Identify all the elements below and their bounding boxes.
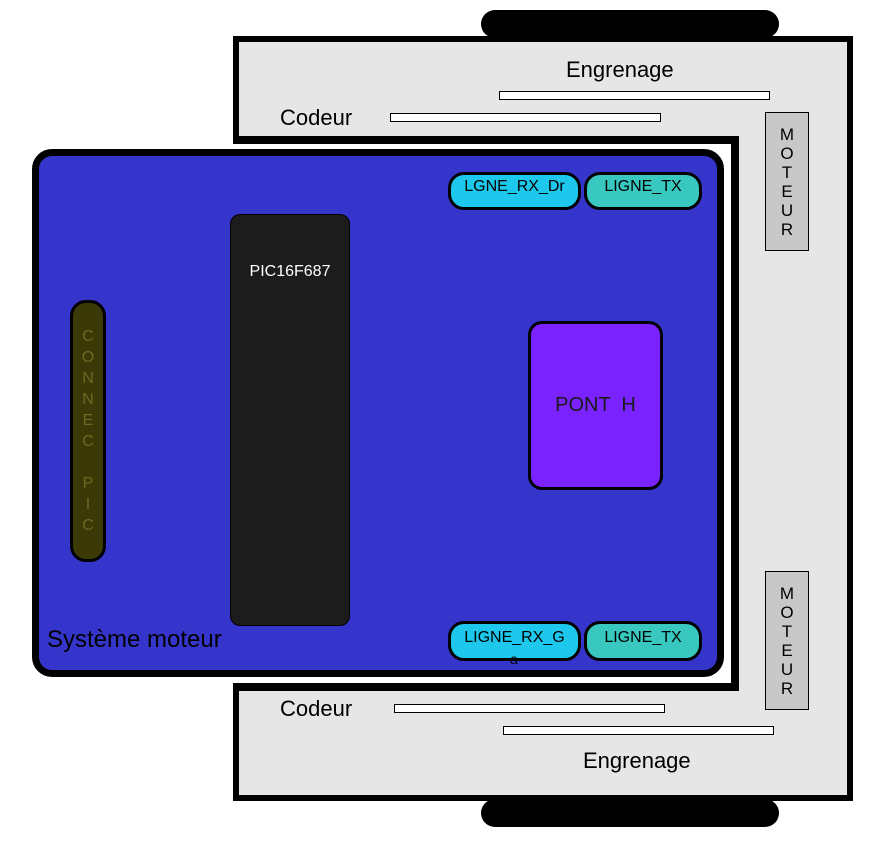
motor-letter: U — [780, 200, 794, 220]
motor-letter: M — [779, 124, 795, 144]
line-rx-left-pill: LIGNE_RX_G — [448, 621, 581, 661]
bottom-motor: M O T E U R — [765, 571, 809, 710]
bottom-wheel — [481, 799, 779, 827]
h-bridge: PONT H — [528, 321, 663, 490]
motor-letter: E — [781, 640, 793, 660]
h-bridge-label: PONT H — [555, 394, 636, 416]
connector-letter: C — [82, 433, 94, 450]
connector-letter: C — [82, 517, 94, 534]
line-tx-bottom-pill: LIGNE_TX — [584, 621, 702, 661]
motor-letter: R — [780, 678, 794, 698]
bottom-motor-frame — [233, 683, 853, 801]
motor-letter: O — [780, 143, 794, 163]
line-tx-bottom-label: LIGNE_TX — [604, 629, 682, 646]
line-rx-right-pill: LGNE_RX_Dr — [448, 172, 581, 210]
connector-letter: O — [81, 349, 95, 366]
top-wheel — [481, 10, 779, 38]
pic-connector: C O N N E C P I C — [70, 300, 106, 562]
motor-letter: O — [780, 602, 794, 622]
bottom-encoder-label: Codeur — [280, 696, 353, 721]
line-tx-top-label: LIGNE_TX — [604, 178, 682, 195]
board-title: Système moteur — [47, 626, 222, 653]
line-rx-left-overflow: a — [510, 651, 518, 667]
connector-letter: E — [82, 412, 94, 429]
connector-letter: N — [82, 391, 94, 408]
motor-letter: T — [781, 162, 793, 182]
connector-letter: P — [82, 475, 94, 492]
top-gear-bar — [499, 91, 770, 100]
motor-letter: M — [779, 583, 795, 603]
connector-letter: N — [82, 370, 94, 387]
motor-letter: E — [781, 181, 793, 201]
motor-letter: R — [780, 219, 794, 239]
bottom-encoder-bar — [394, 704, 665, 713]
bottom-gear-label: Engrenage — [583, 748, 691, 773]
line-rx-right-label: LGNE_RX_Dr — [464, 178, 565, 195]
inner-frame-line-bottom — [233, 683, 739, 691]
top-encoder-label: Codeur — [280, 105, 353, 130]
pic-chip-label: PIC16F687 — [249, 263, 331, 280]
line-tx-top-pill: LIGNE_TX — [584, 172, 702, 210]
line-rx-left-label: LIGNE_RX_G — [464, 629, 565, 646]
top-gear-label: Engrenage — [566, 57, 674, 82]
inner-frame-line-vertical — [731, 136, 739, 691]
motor-letter: U — [780, 659, 794, 679]
motor-letter: T — [781, 621, 793, 641]
pic-chip: PIC16F687 — [230, 214, 350, 626]
connector-letter: I — [85, 496, 91, 513]
inner-frame-line-top — [233, 136, 739, 144]
top-motor: M O T E U R — [765, 112, 809, 251]
bottom-gear-bar — [503, 726, 774, 735]
top-encoder-bar — [390, 113, 661, 122]
connector-letter: C — [82, 328, 94, 345]
